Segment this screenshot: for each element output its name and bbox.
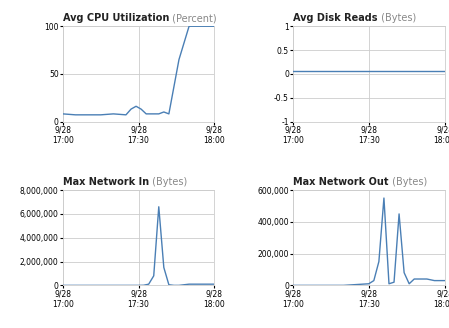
Text: (Bytes): (Bytes)	[149, 177, 187, 187]
Text: Max Network In: Max Network In	[63, 177, 149, 187]
Text: Avg CPU Utilization: Avg CPU Utilization	[63, 13, 169, 23]
Text: (Bytes): (Bytes)	[378, 13, 416, 23]
Text: (Bytes): (Bytes)	[388, 177, 427, 187]
Text: (Percent): (Percent)	[169, 13, 217, 23]
Text: Max Network Out: Max Network Out	[293, 177, 388, 187]
Text: Avg Disk Reads: Avg Disk Reads	[293, 13, 378, 23]
